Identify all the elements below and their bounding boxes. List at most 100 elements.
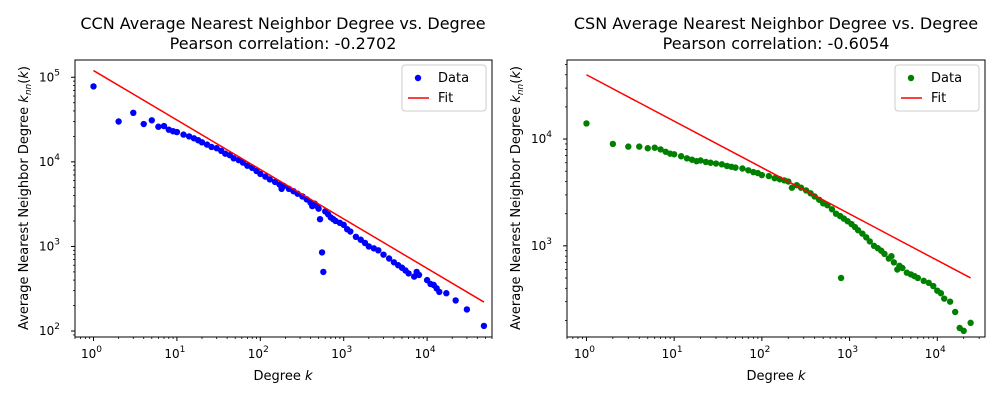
- data-point: [683, 155, 691, 162]
- data-point: [257, 170, 264, 178]
- data-point: [960, 327, 967, 335]
- data-point: [707, 159, 714, 166]
- data-point: [185, 133, 193, 140]
- legend-fit-label: Fit: [931, 91, 946, 106]
- data-point: [155, 123, 162, 130]
- data-point: [914, 274, 922, 282]
- data-point: [888, 252, 895, 260]
- x-tick-label: 100: [81, 345, 102, 361]
- data-point: [788, 184, 796, 191]
- x-axis-label-var: k: [305, 369, 313, 384]
- legend: Data Fit: [894, 64, 980, 112]
- data-point: [718, 161, 726, 168]
- data-point: [644, 145, 651, 152]
- data-point: [230, 155, 237, 162]
- data-point: [837, 274, 845, 282]
- y-tick-label: 104: [39, 153, 60, 169]
- data-point: [890, 259, 898, 266]
- legend-data-marker: [907, 74, 915, 82]
- y-axis-label: Average Nearest Neighbor Degree knn(k): [17, 66, 34, 330]
- plot-frame: [74, 59, 493, 338]
- data-point: [405, 270, 412, 277]
- data-point: [148, 117, 155, 124]
- data-point: [316, 215, 324, 223]
- data-point: [90, 83, 97, 90]
- data-point: [745, 167, 752, 174]
- data-point: [375, 247, 382, 254]
- legend: Data Fit: [401, 64, 487, 112]
- legend-data-marker: [414, 74, 422, 82]
- x-axis-label-text: Degree: [254, 369, 305, 384]
- x-axis-label: Degree k: [254, 369, 313, 384]
- data-point: [452, 297, 459, 304]
- y-tick-label: 104: [531, 130, 552, 146]
- data-point: [365, 243, 373, 250]
- data-point: [208, 143, 215, 151]
- data-point: [899, 264, 906, 272]
- fit-line: [93, 69, 485, 303]
- data-point: [318, 249, 326, 256]
- data-point: [625, 143, 632, 150]
- x-tick-label: 102: [749, 345, 770, 361]
- data-point: [739, 165, 746, 172]
- data-point: [677, 153, 685, 160]
- data-point: [925, 279, 932, 287]
- x-tick-label: 101: [164, 345, 185, 361]
- data-point: [320, 268, 327, 276]
- x-tick-label: 103: [331, 345, 352, 361]
- y-tick-label: 103: [531, 237, 552, 253]
- data-point: [828, 206, 836, 213]
- data-point: [866, 238, 873, 245]
- data-point: [712, 160, 720, 167]
- data-point: [130, 109, 137, 117]
- legend-fit-label: Fit: [438, 91, 453, 106]
- x-tick-label: 104: [415, 345, 436, 361]
- data-point: [951, 308, 959, 316]
- data-point: [463, 306, 471, 313]
- data-point: [160, 122, 168, 130]
- data-point: [315, 205, 322, 212]
- chart-subtitle: Pearson correlation: -0.6054: [663, 34, 890, 53]
- data-point: [415, 271, 423, 279]
- legend-box: [401, 64, 487, 112]
- data-point: [670, 151, 678, 158]
- data-point: [443, 290, 450, 297]
- data-point: [765, 172, 773, 180]
- data-point: [609, 140, 617, 148]
- data-point: [657, 146, 664, 153]
- data-point: [881, 250, 888, 258]
- x-tick-label: 102: [248, 345, 269, 361]
- data-point: [140, 120, 147, 128]
- data-point: [385, 255, 393, 262]
- data-point: [173, 128, 181, 136]
- x-axis-label: Degree k: [747, 369, 806, 384]
- data-point: [941, 295, 948, 302]
- fit-line: [586, 74, 971, 279]
- data-point: [732, 164, 739, 171]
- data-point: [937, 290, 945, 297]
- chart-title: CSN Average Nearest Neighbor Degree vs. …: [574, 14, 978, 33]
- y-tick-label: 103: [39, 237, 60, 253]
- y-axis-label: Average Nearest Neighbor Degree knn(k): [509, 66, 526, 330]
- data-point: [930, 282, 937, 290]
- data-point: [651, 144, 658, 151]
- data-point: [920, 277, 927, 285]
- chart-subtitle: Pearson correlation: -0.2702: [170, 34, 397, 53]
- data-point: [115, 118, 122, 125]
- data-point: [436, 288, 443, 296]
- legend-data-label: Data: [931, 71, 962, 86]
- data-point: [266, 176, 274, 183]
- data-point: [854, 227, 862, 234]
- data-point: [771, 174, 778, 182]
- data-point: [352, 233, 360, 241]
- data-point: [480, 322, 488, 330]
- data-point: [180, 131, 187, 138]
- data-point: [198, 139, 206, 146]
- chart-csn: CSN Average Nearest Neighbor Degree vs. …: [509, 14, 986, 384]
- data-point: [340, 221, 347, 229]
- x-tick-label: 104: [925, 345, 946, 361]
- legend-data-label: Data: [438, 71, 469, 86]
- data-point: [583, 120, 590, 127]
- data-point: [380, 251, 387, 258]
- data-point: [946, 298, 954, 305]
